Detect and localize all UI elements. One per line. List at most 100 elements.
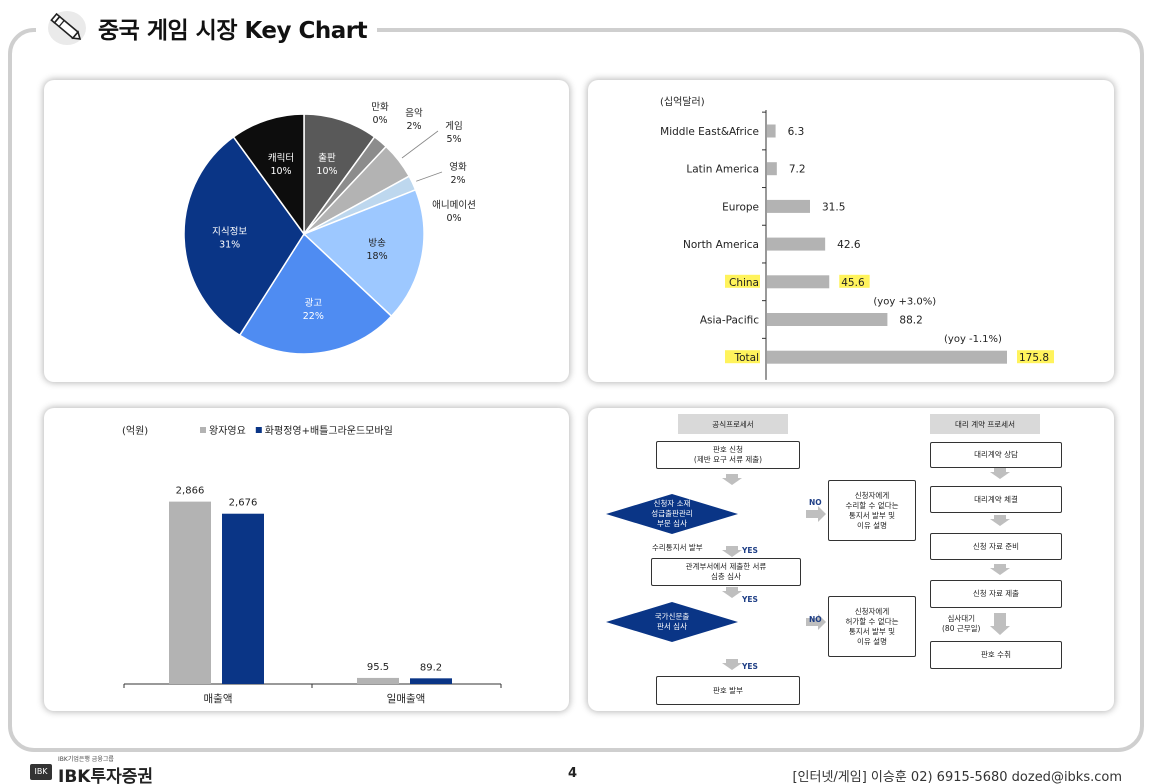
category-label: 일매출액 [387, 692, 426, 705]
slice-label: 게임 [445, 120, 462, 132]
yoy-annotation: (yoy +3.0%) [873, 297, 936, 308]
company-logo: IBK IBK기업은행 금융그룹 IBK투자증권 [30, 756, 153, 784]
no-label-1: NO [809, 498, 822, 507]
category-label: China [729, 277, 759, 289]
bar [767, 124, 776, 138]
value-label: 7.2 [789, 164, 806, 176]
pie-slice [232, 113, 305, 237]
pencil-icon [48, 11, 86, 45]
analyst-contact: [인터넷/게임] 이승훈 02) 6915-5680 dozed@ibks.co… [792, 770, 1122, 784]
ibk-mark-icon: IBK [30, 763, 52, 780]
no-label-2: NO [809, 615, 822, 624]
leader-line [416, 171, 443, 182]
slice-label: 만화 [371, 102, 389, 113]
yes-label-1: YES [742, 546, 758, 555]
slice-value-label: 0% [446, 213, 461, 224]
slice-label: 영화 [449, 162, 467, 173]
bar [767, 162, 777, 176]
bar [169, 501, 211, 684]
pie-chart: 출판 10% 만화 0% 음악 2% 게임 5% 영화 2% 애니메이션 0% 방송 18% 광고 22% 지식… [183, 102, 476, 355]
slice-value-label: 10% [270, 166, 291, 177]
label-highlight [725, 350, 760, 364]
slice-value-label: 2% [450, 175, 465, 186]
notify2-box: 신청자에게 허가할 수 없다는 통지서 발부 및 이유 설명 [828, 596, 916, 657]
legend-swatch [255, 427, 262, 433]
value-label: 42.6 [837, 239, 861, 251]
decision-diamond-1 [606, 494, 738, 534]
slice-value-label: 10% [316, 166, 337, 177]
value-label: 175.8 [1019, 352, 1049, 364]
unit-label: (십억달러) [660, 96, 705, 108]
category-label: Asia-Pacific [700, 315, 759, 327]
left-process-header: 공식프로세서 [678, 414, 788, 434]
value-label: 88.2 [899, 315, 922, 327]
category-label: Total [733, 352, 759, 364]
value-label: 45.6 [841, 277, 865, 289]
pie-slice [183, 135, 305, 337]
slice-label: 애니메이션 [432, 200, 476, 211]
slice-label: 지식정보 [212, 226, 247, 237]
bar [767, 237, 826, 251]
bar [357, 677, 399, 684]
logo-name: IBK투자증권 [58, 767, 154, 784]
bar [767, 275, 830, 289]
page-number: 4 [568, 766, 578, 781]
category-label: North America [683, 239, 759, 251]
leader-line [401, 130, 439, 159]
review1-text: 신청자 소재 성급출판관리 부문 심사 [651, 499, 693, 528]
slice-value-label: 31% [219, 239, 240, 250]
slice-value-label: 2% [406, 121, 421, 132]
pie-slice [238, 232, 393, 355]
value-label: 95.5 [367, 662, 389, 673]
receipt-label: 수리통지서 발부 [652, 543, 703, 552]
pie-chart-panel: 출판 10% 만화 0% 음악 2% 게임 5% 영화 2% 애니메이션 0% 방송 18% 광고 22% 지식… [44, 80, 569, 382]
slice-value-label: 5% [446, 134, 461, 145]
legend-label: 왕자영요 [209, 425, 246, 437]
slice-label: 방송 [368, 238, 386, 249]
decision-diamond-2 [606, 602, 738, 642]
value-label: 6.3 [788, 126, 805, 138]
title-bar: 중국 게임 시장 Key Chart [36, 6, 378, 50]
slice-label: 광고 [305, 297, 323, 309]
category-label: Latin America [686, 164, 759, 176]
vertical-bar-chart-panel: (억원) 왕자영요 화평정영+배틀그라운드모바일 매출액 2,866 2,676 일매출액 9… [44, 408, 569, 711]
apply-box: 판호 신청 (제반 요구 서류 제출) [656, 441, 800, 469]
agent-step-1: 대리계약 상담 [930, 442, 1062, 468]
issue-box: 판호 발부 [656, 676, 800, 705]
category-label: Europe [722, 201, 759, 213]
pie-slice [302, 188, 425, 318]
value-label: 2,866 [176, 486, 205, 497]
bar [767, 199, 811, 213]
label-highlight [725, 274, 760, 288]
agent-step-2: 대리계약 체결 [930, 486, 1062, 513]
review2-text: 국가신문출 판서 심사 [654, 612, 690, 631]
value-highlight [839, 274, 870, 288]
right-arrows [806, 506, 826, 630]
pie-slice [303, 113, 376, 237]
slice-value-label: 22% [303, 311, 324, 322]
slice-label: 출판 [318, 153, 336, 164]
unit-label: (억원) [122, 425, 148, 437]
bar [410, 678, 452, 684]
right-process-header: 대리 계약 프로세서 [930, 414, 1040, 434]
page-title: 중국 게임 시장 Key Chart [98, 18, 368, 44]
agent-step-3: 신청 자료 준비 [930, 533, 1062, 560]
horizontal-bar-chart: (십억달러) Middle East&Africe 6.3 Latin America… [660, 96, 1054, 380]
flowchart-panel: 공식프로세서 대리 계약 프로세서 판호 신청 (제반 요구 서류 제출) 신청… [588, 408, 1114, 711]
value-highlight [1017, 350, 1054, 364]
yes-label-3: YES [742, 662, 758, 671]
yes-label-2: YES [742, 595, 758, 604]
legend-label: 화평정영+배틀그라운드모바일 [265, 425, 393, 437]
relay-box: 관계부서에서 제출한 서류 심층 심사 [651, 558, 801, 586]
legend-swatch [200, 427, 206, 433]
slice-value-label: 0% [372, 115, 387, 126]
bar [222, 513, 264, 684]
receive-box: 판호 수취 [930, 641, 1062, 669]
logo-tagline: IBK기업은행 금융그룹 [58, 756, 114, 763]
down-arrows [722, 468, 1010, 670]
category-label: Middle East&Africe [660, 126, 759, 138]
yoy-annotation: (yoy -1.1%) [944, 334, 1002, 345]
value-label: 31.5 [822, 201, 845, 213]
agent-step-4: 신청 자료 제출 [930, 580, 1062, 608]
